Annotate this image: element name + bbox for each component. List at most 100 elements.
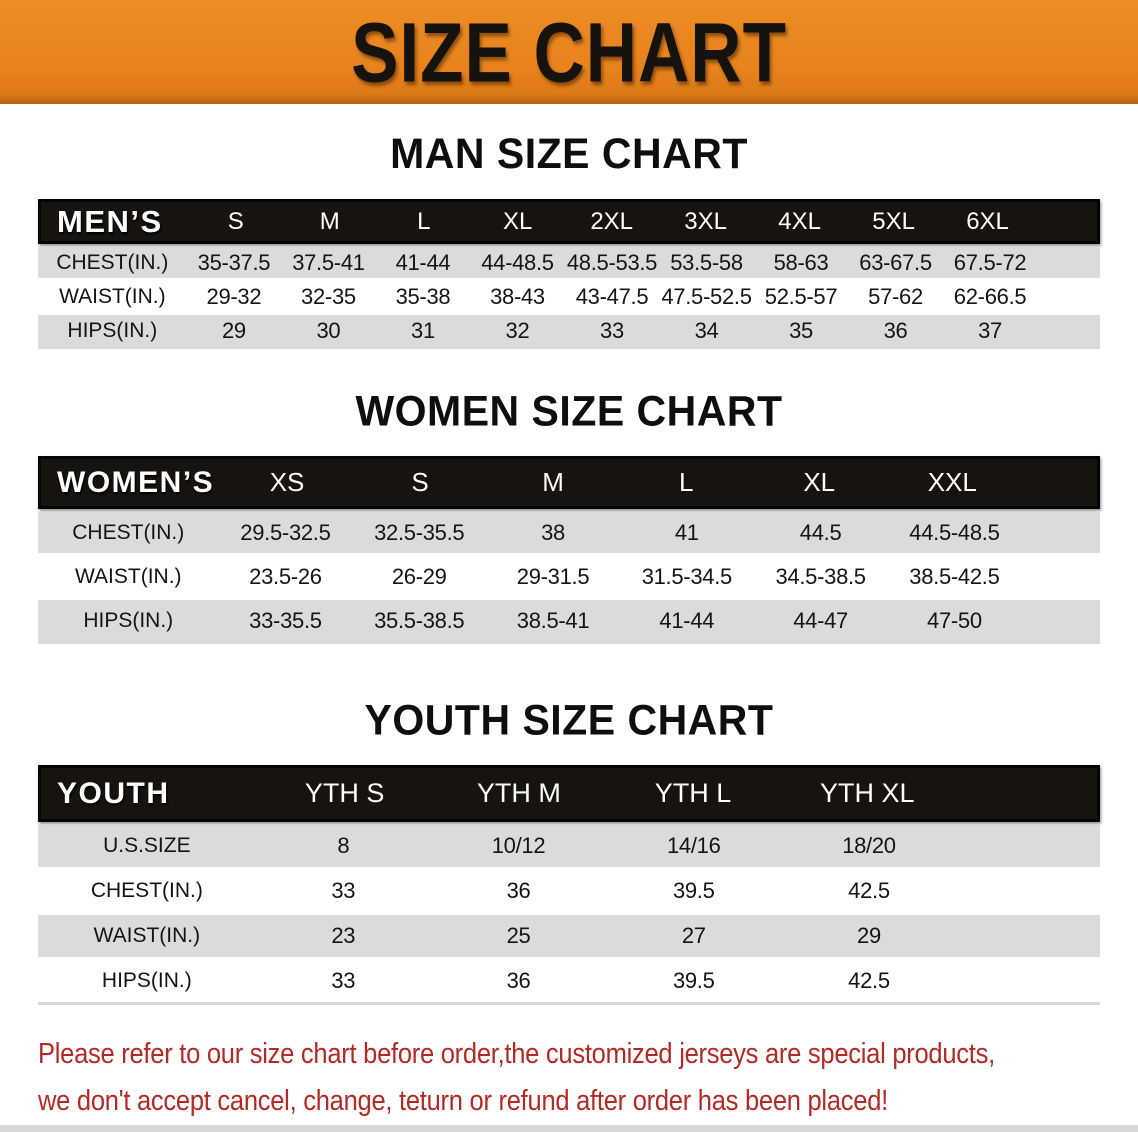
- women-header-label: WOMEN’S: [57, 465, 215, 499]
- size-value: 43-47.5: [575, 283, 649, 309]
- table-row: HIPS(IN.) 33 36 39.5 42.5: [38, 960, 1100, 1002]
- size-col-header: M: [542, 467, 564, 497]
- size-value: 44.5-48.5: [909, 519, 1000, 545]
- size-col-header: M: [319, 207, 340, 235]
- size-value: 37: [978, 317, 1002, 343]
- size-col-header: XL: [803, 467, 836, 497]
- size-value: 35-38: [395, 283, 451, 309]
- size-value: 41-44: [395, 249, 451, 275]
- men-section-title: MAN SIZE CHART: [390, 129, 748, 178]
- size-col-header: 6XL: [966, 207, 1009, 235]
- size-value: 29-32: [206, 283, 262, 309]
- size-value: 29-31.5: [516, 563, 590, 589]
- size-col-header: L: [417, 207, 431, 235]
- size-col-header: YTH XL: [820, 778, 915, 808]
- size-value: 48.5-53.5: [566, 249, 658, 275]
- size-col-header: XL: [503, 207, 533, 235]
- size-value: 36: [506, 878, 531, 903]
- row-label: U.S.SIZE: [103, 834, 191, 857]
- table-row: CHEST(IN.) 33 36 39.5 42.5: [38, 870, 1100, 912]
- disclaimer-line-2: we don't accept cancel, change, teturn o…: [38, 1084, 888, 1117]
- row-label: WAIST(IN.): [93, 924, 201, 947]
- size-value: 38.5-41: [516, 607, 590, 633]
- men-size-table: MEN’S S M L XL 2XL 3XL 4XL 5XL 6XL CHEST…: [38, 199, 1100, 349]
- size-value: 34: [694, 317, 719, 343]
- size-col-header: 3XL: [684, 207, 727, 235]
- size-value: 32-35: [301, 283, 356, 309]
- size-col-header: S: [411, 467, 429, 497]
- row-label: CHEST(IN.): [56, 250, 169, 274]
- size-value: 29: [857, 923, 881, 948]
- size-value: 29: [221, 317, 246, 343]
- size-value: 33: [331, 878, 356, 903]
- youth-table-body: U.S.SIZE 8 10/12 14/16 18/20 CHEST(IN.) …: [38, 825, 1100, 1005]
- size-value: 8: [337, 833, 350, 858]
- size-value: 36: [883, 317, 908, 343]
- men-table-body: CHEST(IN.) 35-37.5 37.5-41 41-44 44-48.5…: [38, 247, 1100, 349]
- size-value: 67.5-72: [953, 249, 1027, 275]
- size-value: 39.5: [672, 968, 715, 993]
- size-value: 32: [505, 317, 530, 343]
- size-value: 30: [316, 317, 341, 343]
- size-value: 29.5-32.5: [240, 519, 331, 545]
- youth-table-header: YOUTH YTH S YTH M YTH L YTH XL: [38, 765, 1100, 822]
- size-value: 10/12: [491, 833, 546, 858]
- size-value: 62-66.5: [953, 283, 1027, 309]
- size-col-header: YTH L: [654, 778, 732, 808]
- size-value: 18/20: [842, 833, 896, 858]
- size-value: 57-62: [868, 283, 923, 309]
- size-value: 33-35.5: [249, 607, 322, 633]
- size-value: 42.5: [848, 878, 890, 903]
- size-value: 38: [541, 519, 565, 545]
- row-label: HIPS(IN.): [83, 608, 174, 632]
- size-value: 63-67.5: [859, 249, 932, 275]
- size-value: 44.5: [799, 519, 842, 545]
- size-value: 42.5: [848, 968, 890, 993]
- banner: SIZE CHART: [0, 0, 1138, 104]
- youth-section-title: YOUTH SIZE CHART: [364, 696, 774, 744]
- size-col-header: 2XL: [590, 207, 634, 235]
- size-value: 47-50: [927, 607, 982, 633]
- table-row: HIPS(IN.) 33-35.5 35.5-38.5 38.5-41 41-4…: [38, 600, 1100, 641]
- row-label: WAIST(IN.): [59, 284, 166, 308]
- youth-size-table: YOUTH YTH S YTH M YTH L YTH XL U.S.SIZE …: [38, 765, 1100, 1005]
- table-row: WAIST(IN.) 23 25 27 29: [38, 915, 1100, 957]
- women-size-table: WOMEN’S XS S M L XL XXL CHEST(IN.) 29.5-…: [38, 456, 1100, 644]
- table-row: WAIST(IN.) 29-32 32-35 35-38 38-43 43-47…: [38, 281, 1100, 312]
- size-value: 27: [681, 923, 706, 948]
- size-value: 25: [506, 923, 531, 948]
- table-row: CHEST(IN.) 29.5-32.5 32.5-35.5 38 41 44.…: [38, 512, 1100, 553]
- size-value: 44-48.5: [481, 249, 554, 275]
- size-value: 41-44: [659, 607, 715, 633]
- bottom-edge-strip: [0, 1125, 1138, 1132]
- size-col-header: 4XL: [778, 207, 821, 235]
- size-col-header: 5XL: [872, 207, 915, 235]
- size-value: 33: [331, 968, 356, 993]
- size-col-header: XXL: [927, 467, 977, 497]
- size-value: 44-47: [793, 607, 848, 633]
- row-label: WAIST(IN.): [74, 564, 182, 588]
- size-col-header: S: [227, 207, 244, 235]
- row-label: CHEST(IN.): [90, 879, 203, 902]
- men-table-header: MEN’S S M L XL 2XL 3XL 4XL 5XL 6XL: [38, 199, 1100, 244]
- disclaimer-line-1: Please refer to our size chart before or…: [38, 1038, 995, 1070]
- size-value: 37.5-41: [292, 249, 365, 275]
- size-col-header: L: [678, 467, 694, 497]
- size-value: 26-29: [391, 563, 447, 589]
- size-col-header: YTH S: [304, 778, 385, 808]
- youth-header-label: YOUTH: [57, 776, 170, 810]
- table-row: U.S.SIZE 8 10/12 14/16 18/20: [38, 825, 1100, 867]
- table-row: CHEST(IN.) 35-37.5 37.5-41 41-44 44-48.5…: [38, 247, 1100, 278]
- size-value: 41: [674, 519, 699, 545]
- banner-title: SIZE CHART: [351, 4, 787, 100]
- table-row: HIPS(IN.) 29 30 31 32 33 34 35 36 37: [38, 315, 1100, 346]
- size-value: 58-63: [773, 249, 829, 275]
- size-value: 35: [789, 317, 813, 343]
- size-value: 52.5-57: [764, 283, 838, 309]
- women-table-header: WOMEN’S XS S M L XL XXL: [38, 456, 1100, 509]
- size-value: 38.5-42.5: [909, 563, 1000, 589]
- table-row: WAIST(IN.) 23.5-26 26-29 29-31.5 31.5-34…: [38, 556, 1100, 597]
- size-value: 31: [411, 317, 435, 343]
- size-value: 33: [600, 317, 624, 343]
